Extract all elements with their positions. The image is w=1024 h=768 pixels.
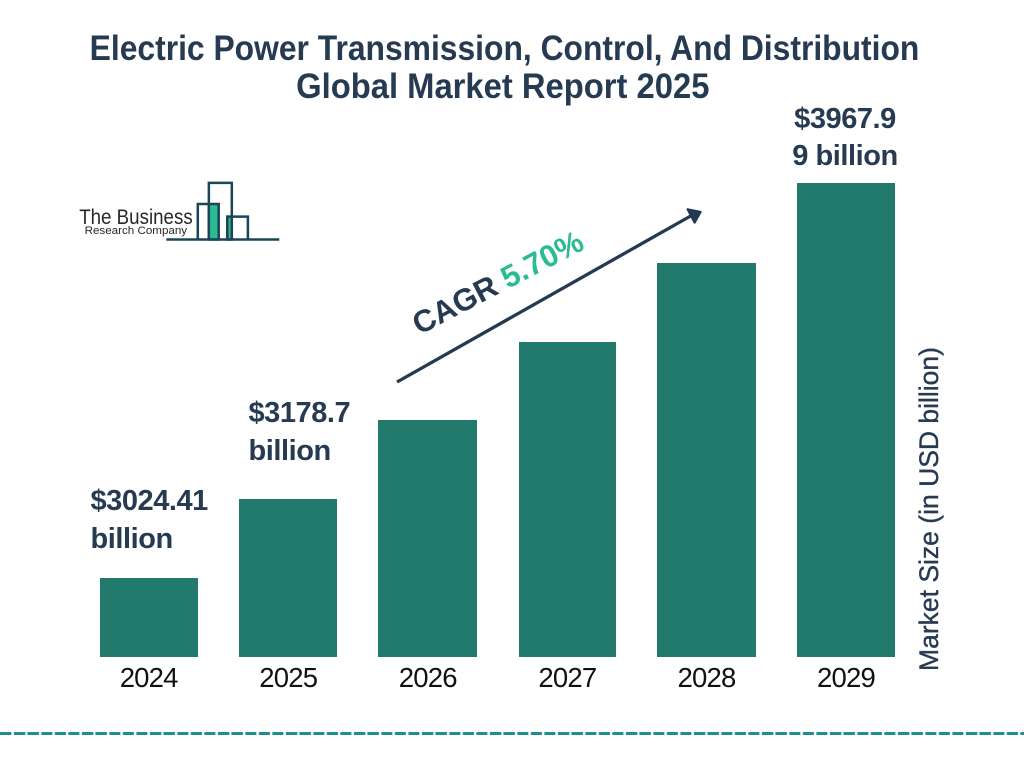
svg-text:Research Company: Research Company (85, 225, 188, 237)
svg-text:The Business: The Business (79, 206, 193, 229)
